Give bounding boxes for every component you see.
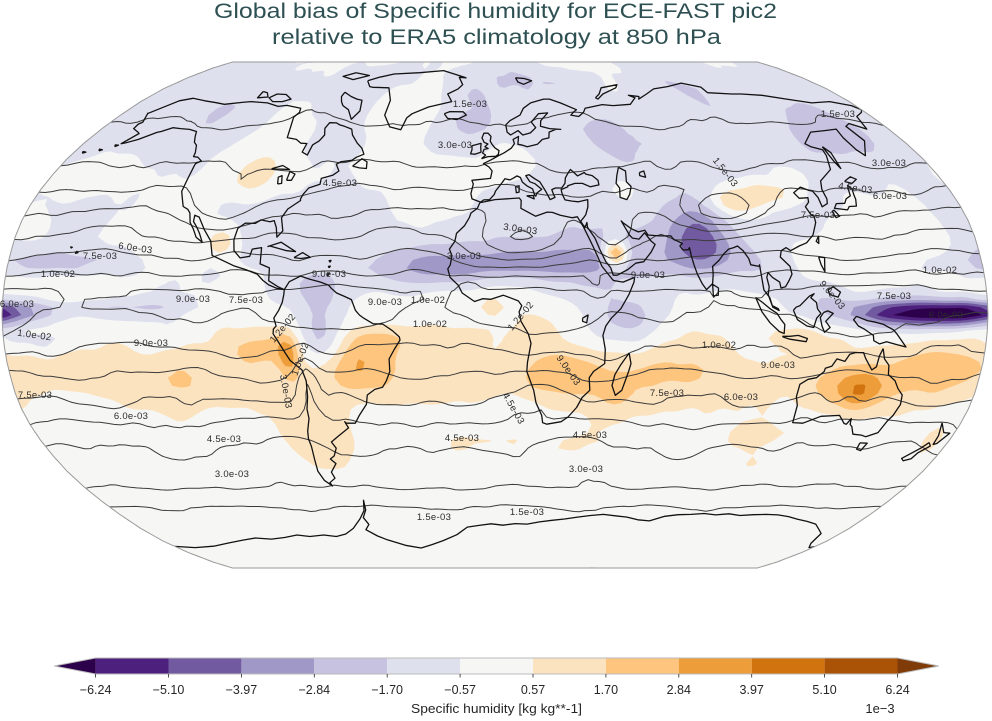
svg-text:1.0e-02: 1.0e-02 bbox=[702, 340, 736, 351]
svg-text:4.5e-03: 4.5e-03 bbox=[445, 433, 479, 444]
svg-text:Global bias of Specific humidi: Global bias of Specific humidity for ECE… bbox=[214, 0, 777, 23]
svg-text:1.0e-02: 1.0e-02 bbox=[17, 328, 53, 344]
svg-text:9.0e-03: 9.0e-03 bbox=[631, 270, 665, 281]
svg-text:−5.10: −5.10 bbox=[153, 683, 185, 697]
svg-text:9.0e-03: 9.0e-03 bbox=[134, 338, 168, 349]
svg-text:Specific humidity [kg kg**-1]: Specific humidity [kg kg**-1] bbox=[411, 701, 582, 716]
svg-text:7.5e-03: 7.5e-03 bbox=[18, 390, 52, 401]
svg-text:−3.97: −3.97 bbox=[226, 683, 258, 697]
svg-text:2.84: 2.84 bbox=[667, 683, 691, 697]
svg-text:7.5e-03: 7.5e-03 bbox=[83, 251, 117, 262]
svg-text:1.5e-03: 1.5e-03 bbox=[453, 99, 487, 110]
svg-text:1.0e-02: 1.0e-02 bbox=[411, 295, 445, 306]
svg-text:4.5e-03: 4.5e-03 bbox=[573, 430, 607, 441]
svg-text:1e−3: 1e−3 bbox=[865, 701, 894, 716]
svg-text:3.0e-03: 3.0e-03 bbox=[438, 140, 472, 151]
svg-text:−1.70: −1.70 bbox=[371, 683, 403, 697]
svg-text:6.24: 6.24 bbox=[885, 683, 909, 697]
svg-text:7.5e-03: 7.5e-03 bbox=[650, 388, 684, 399]
svg-text:1.5e-03: 1.5e-03 bbox=[821, 109, 855, 120]
svg-text:9.0e-03: 9.0e-03 bbox=[761, 360, 795, 371]
svg-text:3.0e-03: 3.0e-03 bbox=[872, 158, 906, 169]
svg-text:6.0e-03: 6.0e-03 bbox=[724, 392, 758, 403]
svg-text:−0.57: −0.57 bbox=[444, 683, 476, 697]
svg-text:1.0e-02: 1.0e-02 bbox=[413, 319, 447, 330]
svg-text:relative to ERA5 climatology a: relative to ERA5 climatology at 850 hPa bbox=[272, 26, 722, 49]
svg-text:9.0e-03: 9.0e-03 bbox=[368, 297, 402, 308]
svg-text:3.0e-03: 3.0e-03 bbox=[569, 464, 603, 475]
svg-text:1.70: 1.70 bbox=[594, 683, 618, 697]
svg-text:7.5e-03: 7.5e-03 bbox=[801, 210, 835, 221]
svg-text:6.0e-03: 6.0e-03 bbox=[118, 241, 154, 257]
svg-text:4.5e-03: 4.5e-03 bbox=[323, 178, 357, 189]
svg-text:3.0e-03: 3.0e-03 bbox=[215, 469, 249, 480]
svg-text:1.0e-02: 1.0e-02 bbox=[41, 269, 75, 280]
svg-text:0.57: 0.57 bbox=[521, 683, 545, 697]
svg-text:1.0e-02: 1.0e-02 bbox=[923, 265, 957, 276]
svg-text:3.0e-03: 3.0e-03 bbox=[447, 251, 481, 262]
svg-text:9.0e-03: 9.0e-03 bbox=[176, 294, 210, 305]
svg-text:6.0e-03: 6.0e-03 bbox=[873, 191, 907, 202]
svg-text:−2.84: −2.84 bbox=[298, 683, 330, 697]
svg-text:6.0e-03: 6.0e-03 bbox=[114, 411, 148, 422]
svg-text:−6.24: −6.24 bbox=[80, 683, 112, 697]
svg-text:1.5e-03: 1.5e-03 bbox=[510, 507, 544, 518]
svg-text:3.97: 3.97 bbox=[740, 683, 764, 697]
svg-text:7.5e-03: 7.5e-03 bbox=[229, 295, 263, 306]
svg-text:4.5e-03: 4.5e-03 bbox=[207, 434, 241, 445]
svg-text:7.5e-03: 7.5e-03 bbox=[877, 291, 911, 302]
svg-text:6.0e-03: 6.0e-03 bbox=[0, 299, 34, 310]
svg-text:4.5e-03: 4.5e-03 bbox=[838, 181, 874, 197]
svg-text:6.0e-03: 6.0e-03 bbox=[929, 310, 963, 321]
svg-text:5.10: 5.10 bbox=[812, 683, 836, 697]
svg-text:3.0e-03: 3.0e-03 bbox=[503, 222, 539, 238]
svg-text:1.5e-03: 1.5e-03 bbox=[417, 512, 451, 523]
svg-text:9.0e-03: 9.0e-03 bbox=[312, 269, 346, 280]
